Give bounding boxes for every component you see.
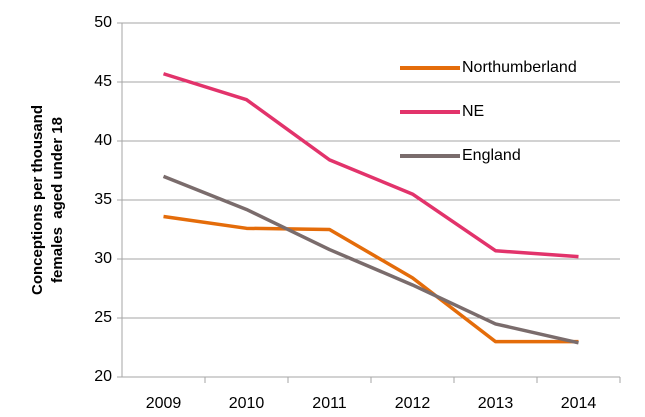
legend-label: Northumberland [462,59,577,76]
x-tick-label: 2014 [561,395,597,412]
y-tick-label: 25 [94,309,112,326]
y-tick-label: 45 [94,73,112,90]
legend-label: NE [462,103,484,120]
data-line [162,174,579,345]
y-tick-label: 35 [94,191,112,208]
y-tick-label: 20 [94,368,112,385]
data-line [163,214,579,344]
y-axis-label: Conceptions per thousand [29,105,46,295]
x-tick-label: 2009 [146,395,182,412]
data-line [162,72,579,259]
y-axis-label: females aged under 18 [49,117,66,283]
x-tick-label: 2013 [478,395,514,412]
y-tick-label: 30 [94,250,112,267]
legend-label: England [462,147,521,164]
x-tick-label: 2012 [395,395,431,412]
y-tick-label: 50 [94,14,112,31]
y-tick-label: 40 [94,132,112,149]
x-tick-label: 2011 [312,395,347,412]
x-tick-label: 2010 [229,395,265,412]
